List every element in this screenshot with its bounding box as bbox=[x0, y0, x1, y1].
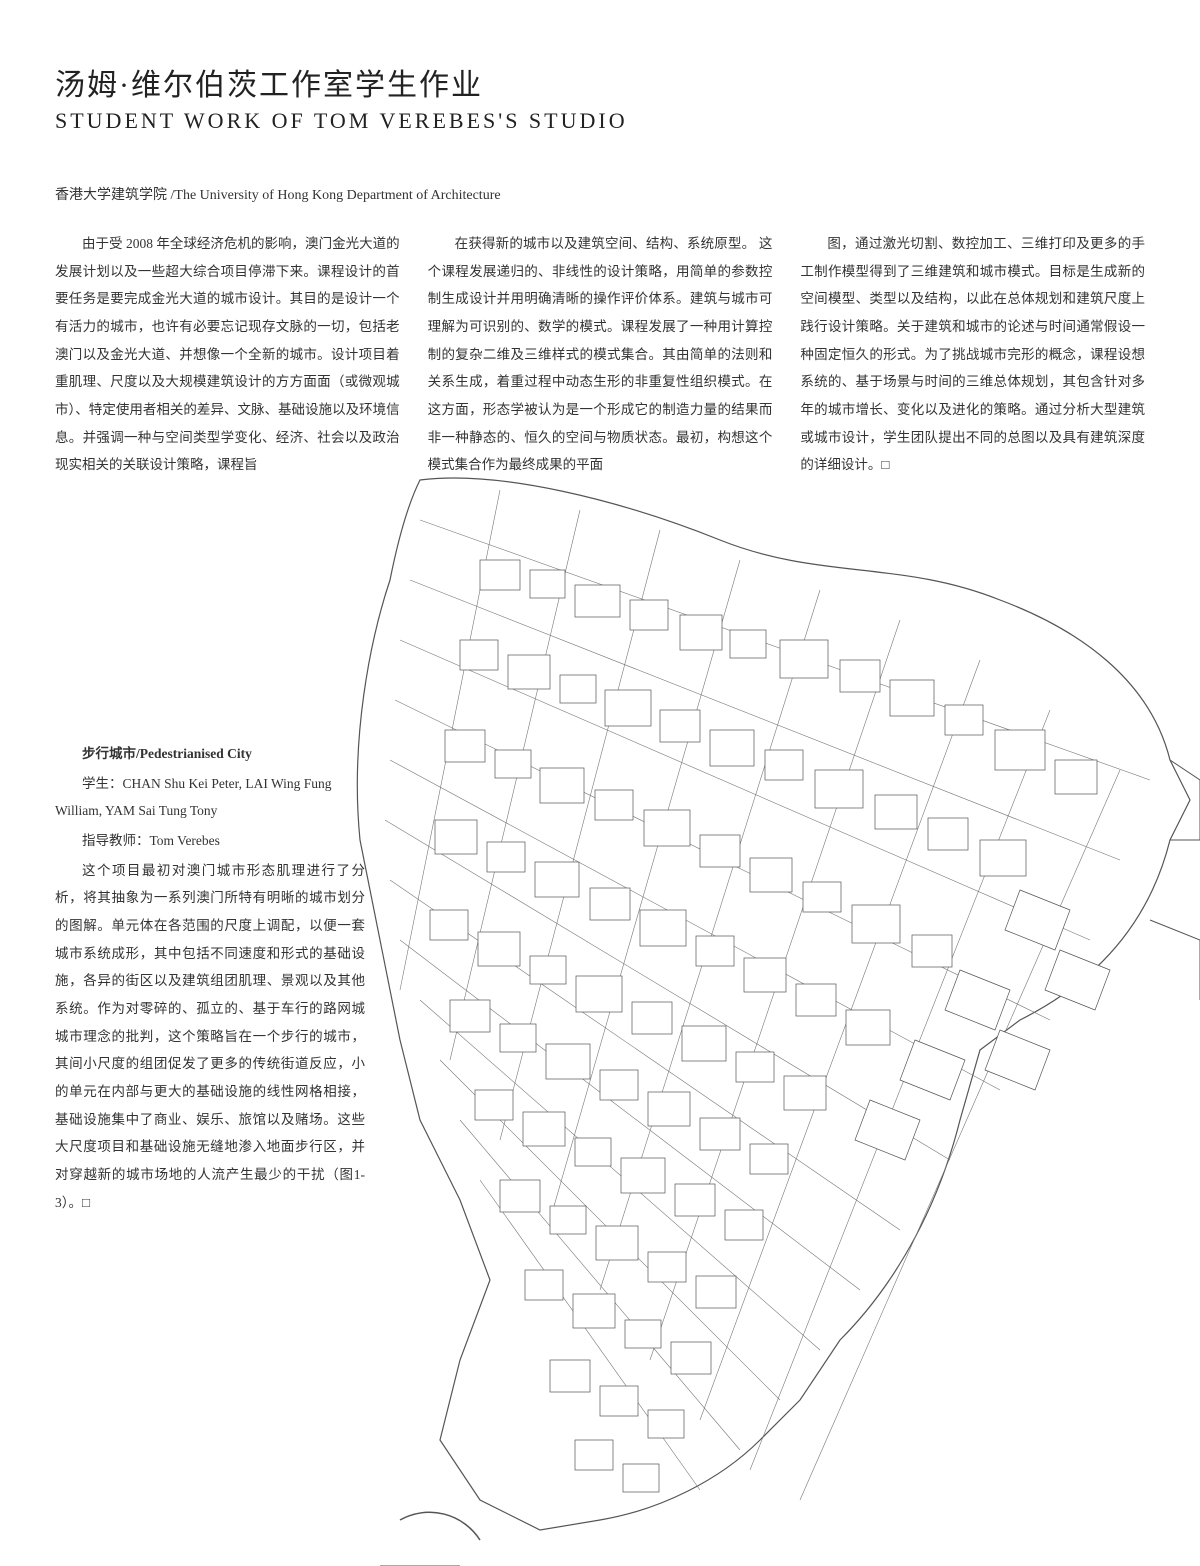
project-description: 步行城市/Pedestrianised City 学生：CHAN Shu Kei… bbox=[55, 740, 365, 1216]
project-title: 步行城市/Pedestrianised City bbox=[55, 740, 365, 768]
advisor-label: 指导教师： bbox=[82, 833, 150, 848]
page-container: 汤姆·维尔伯茨工作室学生作业 STUDENT WORK OF TOM VEREB… bbox=[0, 0, 1200, 479]
students-label: 学生： bbox=[82, 776, 123, 791]
detail-inset bbox=[380, 1512, 480, 1566]
project-body: 这个项目最初对澳门城市形态肌理进行了分析，将其抽象为一系列澳门所特有明晰的城市划… bbox=[55, 857, 365, 1217]
title-chinese: 汤姆·维尔伯茨工作室学生作业 bbox=[55, 60, 1145, 104]
bridge-2 bbox=[1150, 920, 1200, 1000]
title-english: STUDENT WORK OF TOM VEREBES'S STUDIO bbox=[55, 108, 1145, 134]
subtitle: 香港大学建筑学院 /The University of Hong Kong De… bbox=[55, 184, 1145, 204]
advisor-name: Tom Verebes bbox=[150, 833, 220, 848]
project-advisor: 指导教师：Tom Verebes bbox=[55, 827, 365, 855]
project-students: 学生：CHAN Shu Kei Peter, LAI Wing Fung Wil… bbox=[55, 770, 365, 825]
map-svg bbox=[300, 440, 1200, 1566]
